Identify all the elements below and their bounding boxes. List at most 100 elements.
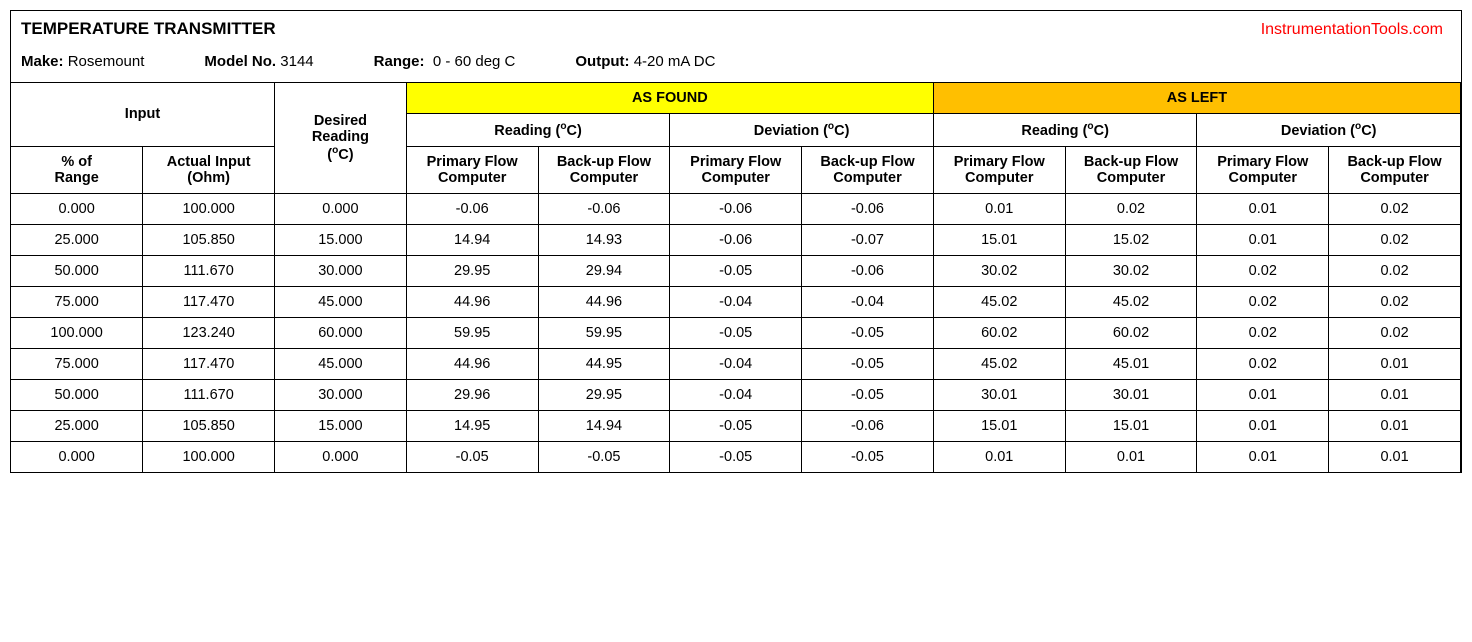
cell: 30.01 [1065,379,1197,410]
cell: -0.07 [802,224,934,255]
cell: 0.02 [1197,286,1329,317]
cell: 0.01 [1197,441,1329,472]
cell: 0.01 [1065,441,1197,472]
cell: -0.05 [802,379,934,410]
cell: 0.01 [1329,441,1461,472]
cell: 50.000 [11,255,143,286]
col-af-reading: Reading (oC) [406,114,670,147]
cell: 15.02 [1065,224,1197,255]
cell: 50.000 [11,379,143,410]
cell: 111.670 [143,255,275,286]
cell: 44.96 [406,348,538,379]
cell: 29.96 [406,379,538,410]
col-desired: DesiredReading(oC) [275,83,407,194]
cell: -0.05 [670,317,802,348]
cell: 45.000 [275,286,407,317]
cell: 105.850 [143,410,275,441]
col-as-left: AS LEFT [933,83,1460,114]
cell: 15.000 [275,410,407,441]
cell: -0.05 [802,441,934,472]
cell: 0.000 [11,193,143,224]
cell: 75.000 [11,286,143,317]
col-actual-input: Actual Input(Ohm) [143,146,275,193]
cell: 60.000 [275,317,407,348]
col-input: Input [11,83,275,147]
cell: 44.96 [538,286,670,317]
cell: 0.000 [11,441,143,472]
cell: 0.02 [1329,193,1461,224]
table-row: 50.000111.67030.00029.9629.95-0.04-0.053… [11,379,1461,410]
cell: 100.000 [11,317,143,348]
cell: -0.05 [802,348,934,379]
cell: 0.01 [1329,410,1461,441]
meta-model: Model No. 3144 [204,53,313,70]
cell: -0.04 [802,286,934,317]
cell: -0.06 [802,255,934,286]
meta-row: Make: Rosemount Model No. 3144 Range: 0 … [21,53,1451,70]
cell: 15.01 [933,410,1065,441]
cell: -0.05 [802,317,934,348]
cell: 45.02 [933,286,1065,317]
cell: 0.02 [1197,255,1329,286]
col-af-d-primary: Primary FlowComputer [670,146,802,193]
cell: 44.96 [406,286,538,317]
table-row: 50.000111.67030.00029.9529.94-0.05-0.063… [11,255,1461,286]
cell: 0.01 [933,193,1065,224]
sheet-title: TEMPERATURE TRANSMITTER [21,19,1451,39]
cell: 59.95 [406,317,538,348]
cell: 0.02 [1197,317,1329,348]
table-row: 100.000123.24060.00059.9559.95-0.05-0.05… [11,317,1461,348]
cell: -0.06 [802,410,934,441]
cell: 0.01 [1197,410,1329,441]
cell: -0.06 [670,193,802,224]
cell: 30.02 [933,255,1065,286]
col-al-r-primary: Primary FlowComputer [933,146,1065,193]
cell: 15.01 [1065,410,1197,441]
cell: 75.000 [11,348,143,379]
cell: -0.04 [670,348,802,379]
col-pct-range: % ofRange [11,146,143,193]
cell: -0.05 [670,441,802,472]
cell: 15.000 [275,224,407,255]
cell: 117.470 [143,286,275,317]
cell: -0.06 [406,193,538,224]
cell: 0.02 [1329,286,1461,317]
cell: 0.01 [1329,379,1461,410]
col-as-found: AS FOUND [406,83,933,114]
cell: 0.01 [1197,193,1329,224]
cell: 14.94 [406,224,538,255]
cell: 0.02 [1197,348,1329,379]
cell: 0.000 [275,441,407,472]
cell: 14.93 [538,224,670,255]
col-al-reading: Reading (oC) [933,114,1197,147]
col-al-deviation: Deviation (oC) [1197,114,1461,147]
col-al-d-primary: Primary FlowComputer [1197,146,1329,193]
cell: 111.670 [143,379,275,410]
cell: 100.000 [143,441,275,472]
table-row: 0.000100.0000.000-0.05-0.05-0.05-0.050.0… [11,441,1461,472]
cell: 25.000 [11,410,143,441]
cell: 45.000 [275,348,407,379]
cell: 29.95 [406,255,538,286]
col-af-d-backup: Back-up FlowComputer [802,146,934,193]
cell: -0.05 [670,410,802,441]
col-af-r-backup: Back-up FlowComputer [538,146,670,193]
header-block: TEMPERATURE TRANSMITTER InstrumentationT… [11,11,1461,82]
cell: 60.02 [1065,317,1197,348]
cell: -0.04 [670,286,802,317]
cell: 30.01 [933,379,1065,410]
cell: 60.02 [933,317,1065,348]
cell: 14.94 [538,410,670,441]
col-af-deviation: Deviation (oC) [670,114,934,147]
cell: -0.06 [538,193,670,224]
cell: -0.06 [802,193,934,224]
table-row: 25.000105.85015.00014.9514.94-0.05-0.061… [11,410,1461,441]
calibration-sheet: TEMPERATURE TRANSMITTER InstrumentationT… [10,10,1462,473]
cell: 117.470 [143,348,275,379]
cell: 30.02 [1065,255,1197,286]
cell: -0.04 [670,379,802,410]
table-row: 0.000100.0000.000-0.06-0.06-0.06-0.060.0… [11,193,1461,224]
watermark-text: InstrumentationTools.com [1261,21,1443,39]
cell: 45.02 [933,348,1065,379]
cell: -0.05 [538,441,670,472]
